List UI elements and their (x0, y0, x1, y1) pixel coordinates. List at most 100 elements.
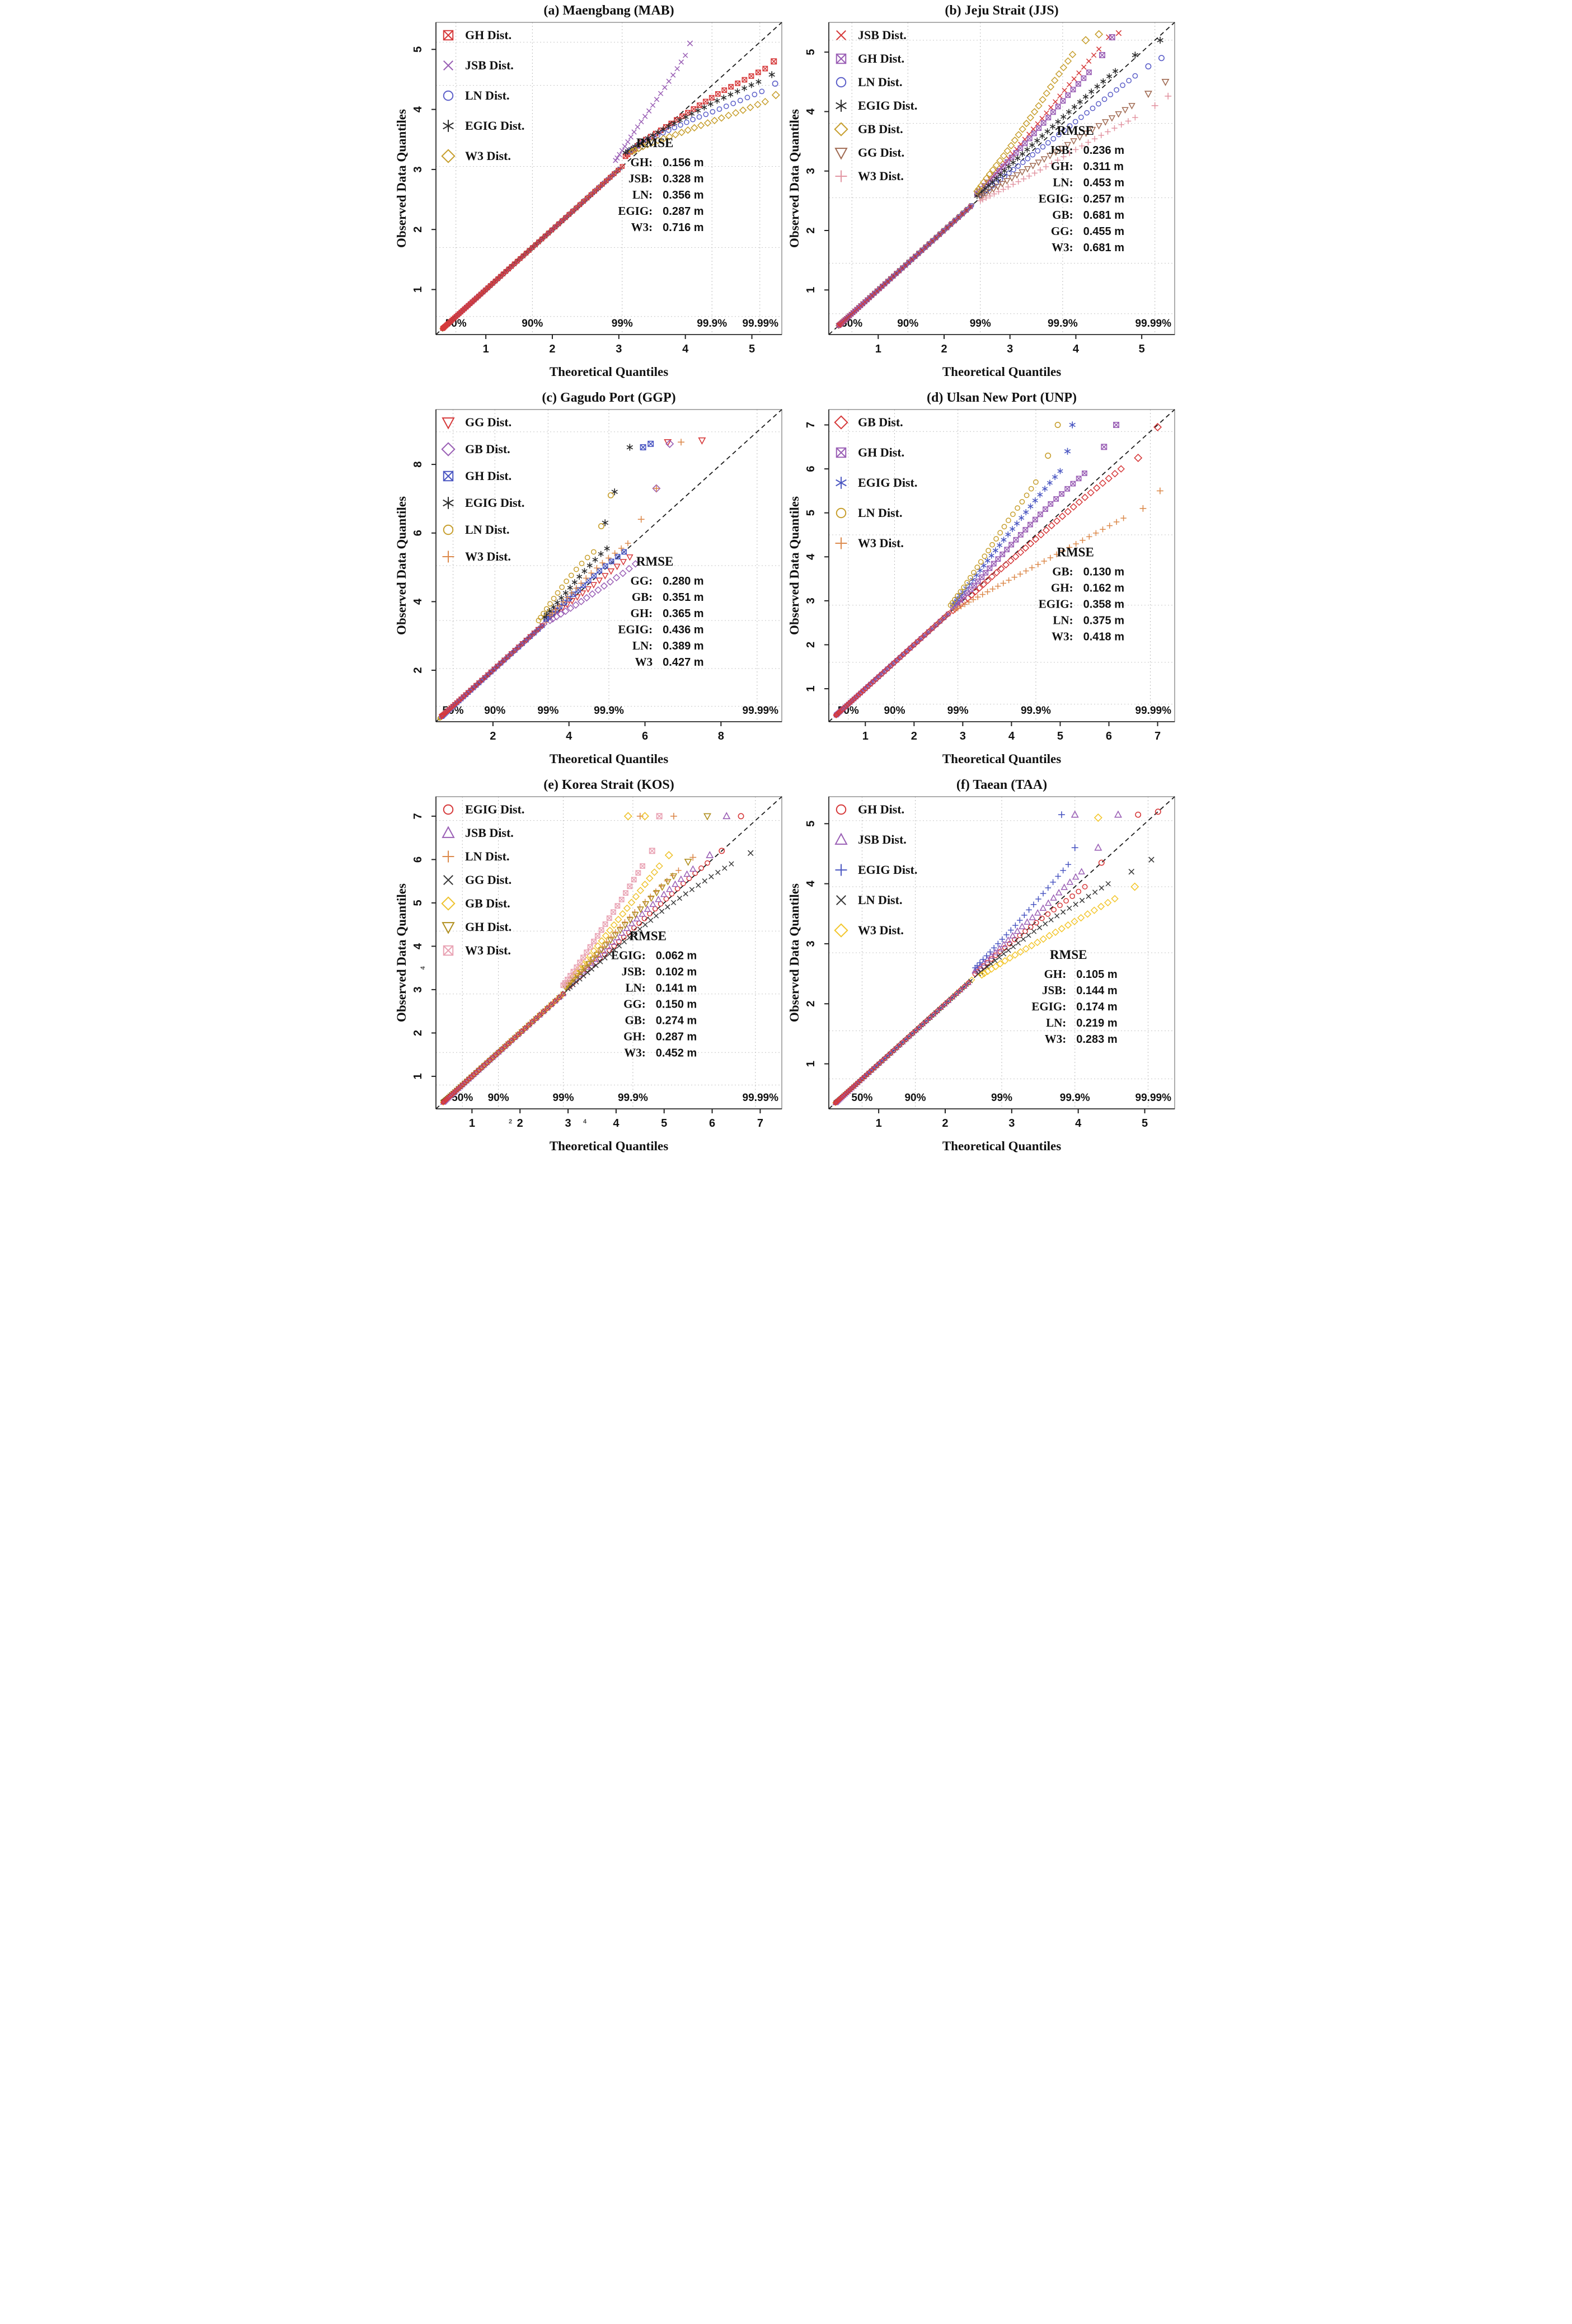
y-tick-label: 1 (805, 685, 817, 691)
y-tick-label: 6 (412, 530, 424, 536)
rmse-row-value: 0.453 m (1083, 177, 1124, 189)
y-tick-label: 5 (805, 49, 817, 55)
rmse-row-value: 0.102 m (655, 966, 696, 978)
rmse-row-label: GH: (1050, 581, 1073, 594)
legend-item-ln: LN Dist. (443, 88, 509, 102)
x-tick-label: 5 (1141, 1117, 1147, 1130)
legend-marker-ln-icon (836, 895, 846, 905)
y-axis-label: Observed Data Quantiles (395, 883, 409, 1022)
percentile-label: 50% (851, 1092, 872, 1104)
y-tick-label: 5 (805, 510, 817, 516)
legend-item-gg: GG Dist. (443, 873, 512, 887)
rmse-title: RMSE (636, 554, 673, 568)
qq-figure-page: (a) Maengbang (MAB) 1 2 3 4 5 1 2 3 4 5 Theoretical… (393, 0, 1179, 1161)
rmse-row-label: EGIG: (1038, 192, 1073, 205)
rmse-row-value: 0.375 m (1083, 614, 1124, 627)
legend-marker-egig-icon (442, 120, 454, 132)
y-tick-label: 3 (805, 168, 817, 174)
rmse-row-value: 0.174 m (1076, 1001, 1117, 1013)
legend-item-jsb: JSB Dist. (836, 28, 906, 42)
x-tick-label: 2 (517, 1117, 523, 1130)
percentile-label: 90% (897, 318, 918, 330)
rmse-row-label: GH: (1050, 159, 1073, 173)
legend-marker-ln-icon (443, 524, 453, 535)
y-tick-label: 2 (412, 227, 424, 233)
legend-item-w3: W3 Dist. (835, 169, 903, 183)
axis-ticks: 1 2 3 4 5 1 2 3 4 5 (805, 821, 1148, 1130)
x-tick-label: 5 (1138, 343, 1144, 355)
series-GG (976, 79, 1170, 201)
rmse-title: RMSE (636, 136, 673, 150)
legend-marker-gh-icon (443, 471, 453, 482)
rmse-row-value: 0.062 m (655, 950, 696, 962)
legend-label: GG Dist. (858, 145, 904, 159)
legend-marker-gh-icon (836, 447, 846, 458)
panel-title: (c) Gagudo Port (GGP) (542, 391, 675, 405)
gridlines (828, 22, 1175, 335)
rmse-row-value: 0.365 m (663, 608, 703, 620)
rmse-row-label: LN: (632, 639, 652, 652)
rmse-row-label: GH: (623, 1030, 646, 1043)
rmse-row-label: GH: (630, 156, 653, 169)
y-axis-label: Observed Data Quantiles (787, 109, 801, 248)
rmse-row-value: 0.105 m (1076, 968, 1117, 981)
y-tick-label: 5 (805, 821, 817, 827)
legend-label: GB Dist. (465, 896, 510, 910)
rmse-row-value: 0.351 m (663, 591, 703, 604)
legend-item-gh: GH Dist. (836, 51, 904, 65)
y-tick-label: 6 (805, 466, 817, 472)
legend-item-gh: GH Dist. (443, 28, 512, 42)
percentile-label: 99.99% (1135, 318, 1171, 330)
rmse-row-label: LN: (1053, 613, 1073, 627)
percentile-label: 99.99% (742, 318, 778, 330)
series-LN (947, 422, 1061, 608)
series-LN (975, 857, 1155, 977)
legend-marker-gh-icon (836, 53, 846, 64)
legend-label: EGIG Dist. (465, 119, 524, 133)
x-tick-label: 4 (1008, 730, 1015, 742)
rmse-title: RMSE (1057, 124, 1094, 138)
legend-label: JSB Dist. (465, 58, 514, 72)
y-tick-label: 5 (412, 900, 424, 906)
legend-marker-w3-icon (443, 945, 453, 956)
panel-title: (e) Korea Strait (KOS) (543, 778, 674, 792)
legend-marker-egig-icon (835, 477, 847, 489)
percentile-label: 99.99% (742, 705, 778, 717)
series-JSB-diagonal (836, 204, 973, 328)
legend-item-ln: LN Dist. (836, 75, 902, 89)
rmse-row-label: GH: (630, 606, 653, 620)
series-GH (562, 813, 711, 991)
legend-marker-gb-icon (833, 122, 848, 137)
rmse-row-label: LN: (632, 188, 652, 201)
series-layer (835, 30, 1171, 329)
x-minor-tick-label: 4 (583, 1118, 587, 1125)
rmse-row-value: 0.144 m (1076, 985, 1117, 997)
panel-c: (c) Gagudo Port (GGP) 2 4 6 8 2 4 6 8 Theoretical… (393, 387, 786, 774)
legend-label: GG Dist. (465, 415, 512, 429)
axis-ticks: 1 2 3 4 5 1 2 3 4 5 (412, 46, 755, 355)
rmse-row-label: GG: (1050, 224, 1073, 238)
y-tick-label: 2 (412, 1030, 424, 1036)
x-minor-tick-label: 2 (508, 1118, 512, 1125)
rmse-row-value: 0.141 m (655, 982, 696, 995)
series-EGIG (950, 421, 1076, 608)
rmse-row-value: 0.257 m (1083, 193, 1124, 205)
rmse-row-value: 0.452 m (655, 1047, 696, 1060)
percentile-label: 99.9% (594, 705, 624, 717)
y-tick-label: 4 (805, 108, 817, 115)
series-W3 (560, 813, 663, 988)
y-tick-label: 1 (805, 1061, 817, 1067)
y-tick-label: 3 (412, 166, 424, 172)
rmse-panel: RMSE GH: 0.105 m JSB: 0.144 m EGIG: 0.174 m LN:… (1031, 948, 1117, 1046)
x-tick-label: 2 (941, 343, 947, 355)
legend-marker-ln-icon (836, 77, 846, 88)
x-tick-label: 8 (717, 730, 724, 742)
percentile-label: 99.9% (1020, 705, 1050, 717)
legend-marker-w3-icon (833, 923, 848, 938)
series-layer (439, 812, 753, 1106)
rmse-row-value: 0.280 m (663, 575, 703, 587)
rmse-row-label: GB: (631, 590, 652, 604)
y-tick-label: 1 (412, 1073, 424, 1079)
legend-label: EGIG Dist. (858, 476, 917, 490)
legend-marker-jsb-icon (834, 832, 848, 845)
